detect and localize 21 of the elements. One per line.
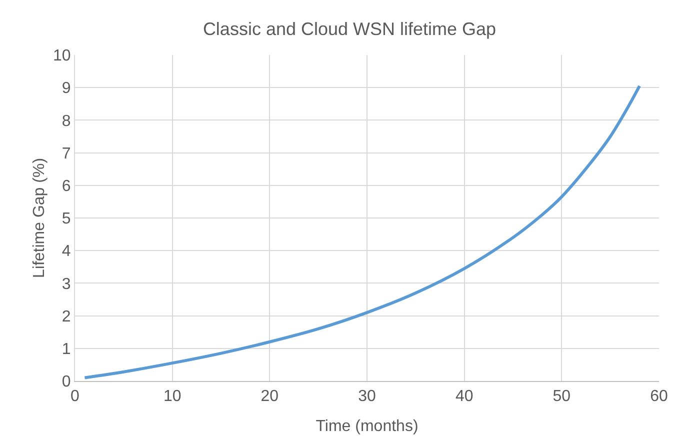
x-tick-label: 50 [552, 388, 571, 406]
y-tick-label: 10 [53, 48, 71, 65]
y-tick-label: 3 [62, 276, 71, 293]
y-tick-label: 0 [62, 374, 71, 391]
chart-title: Classic and Cloud WSN lifetime Gap [202, 18, 496, 39]
y-tick-label: 4 [62, 243, 71, 260]
y-tick-label: 2 [62, 308, 71, 326]
x-tick-label: 20 [260, 388, 279, 406]
y-tick-label: 9 [62, 80, 71, 98]
y-tick-label: 1 [62, 341, 71, 358]
x-tick-label: 30 [358, 388, 376, 406]
x-tick-label: 60 [650, 388, 668, 406]
y-axis-title: Lifetime Gap (%) [30, 158, 48, 278]
x-tick-label: 10 [163, 388, 182, 406]
y-tick-label: 6 [62, 178, 71, 195]
line-series [83, 84, 642, 380]
x-tick-label: 40 [455, 388, 474, 406]
y-tick-label: 7 [62, 145, 71, 162]
y-tick-label: 8 [62, 112, 71, 130]
x-axis-title: Time (months) [316, 418, 418, 435]
y-tick-label: 5 [62, 210, 71, 228]
